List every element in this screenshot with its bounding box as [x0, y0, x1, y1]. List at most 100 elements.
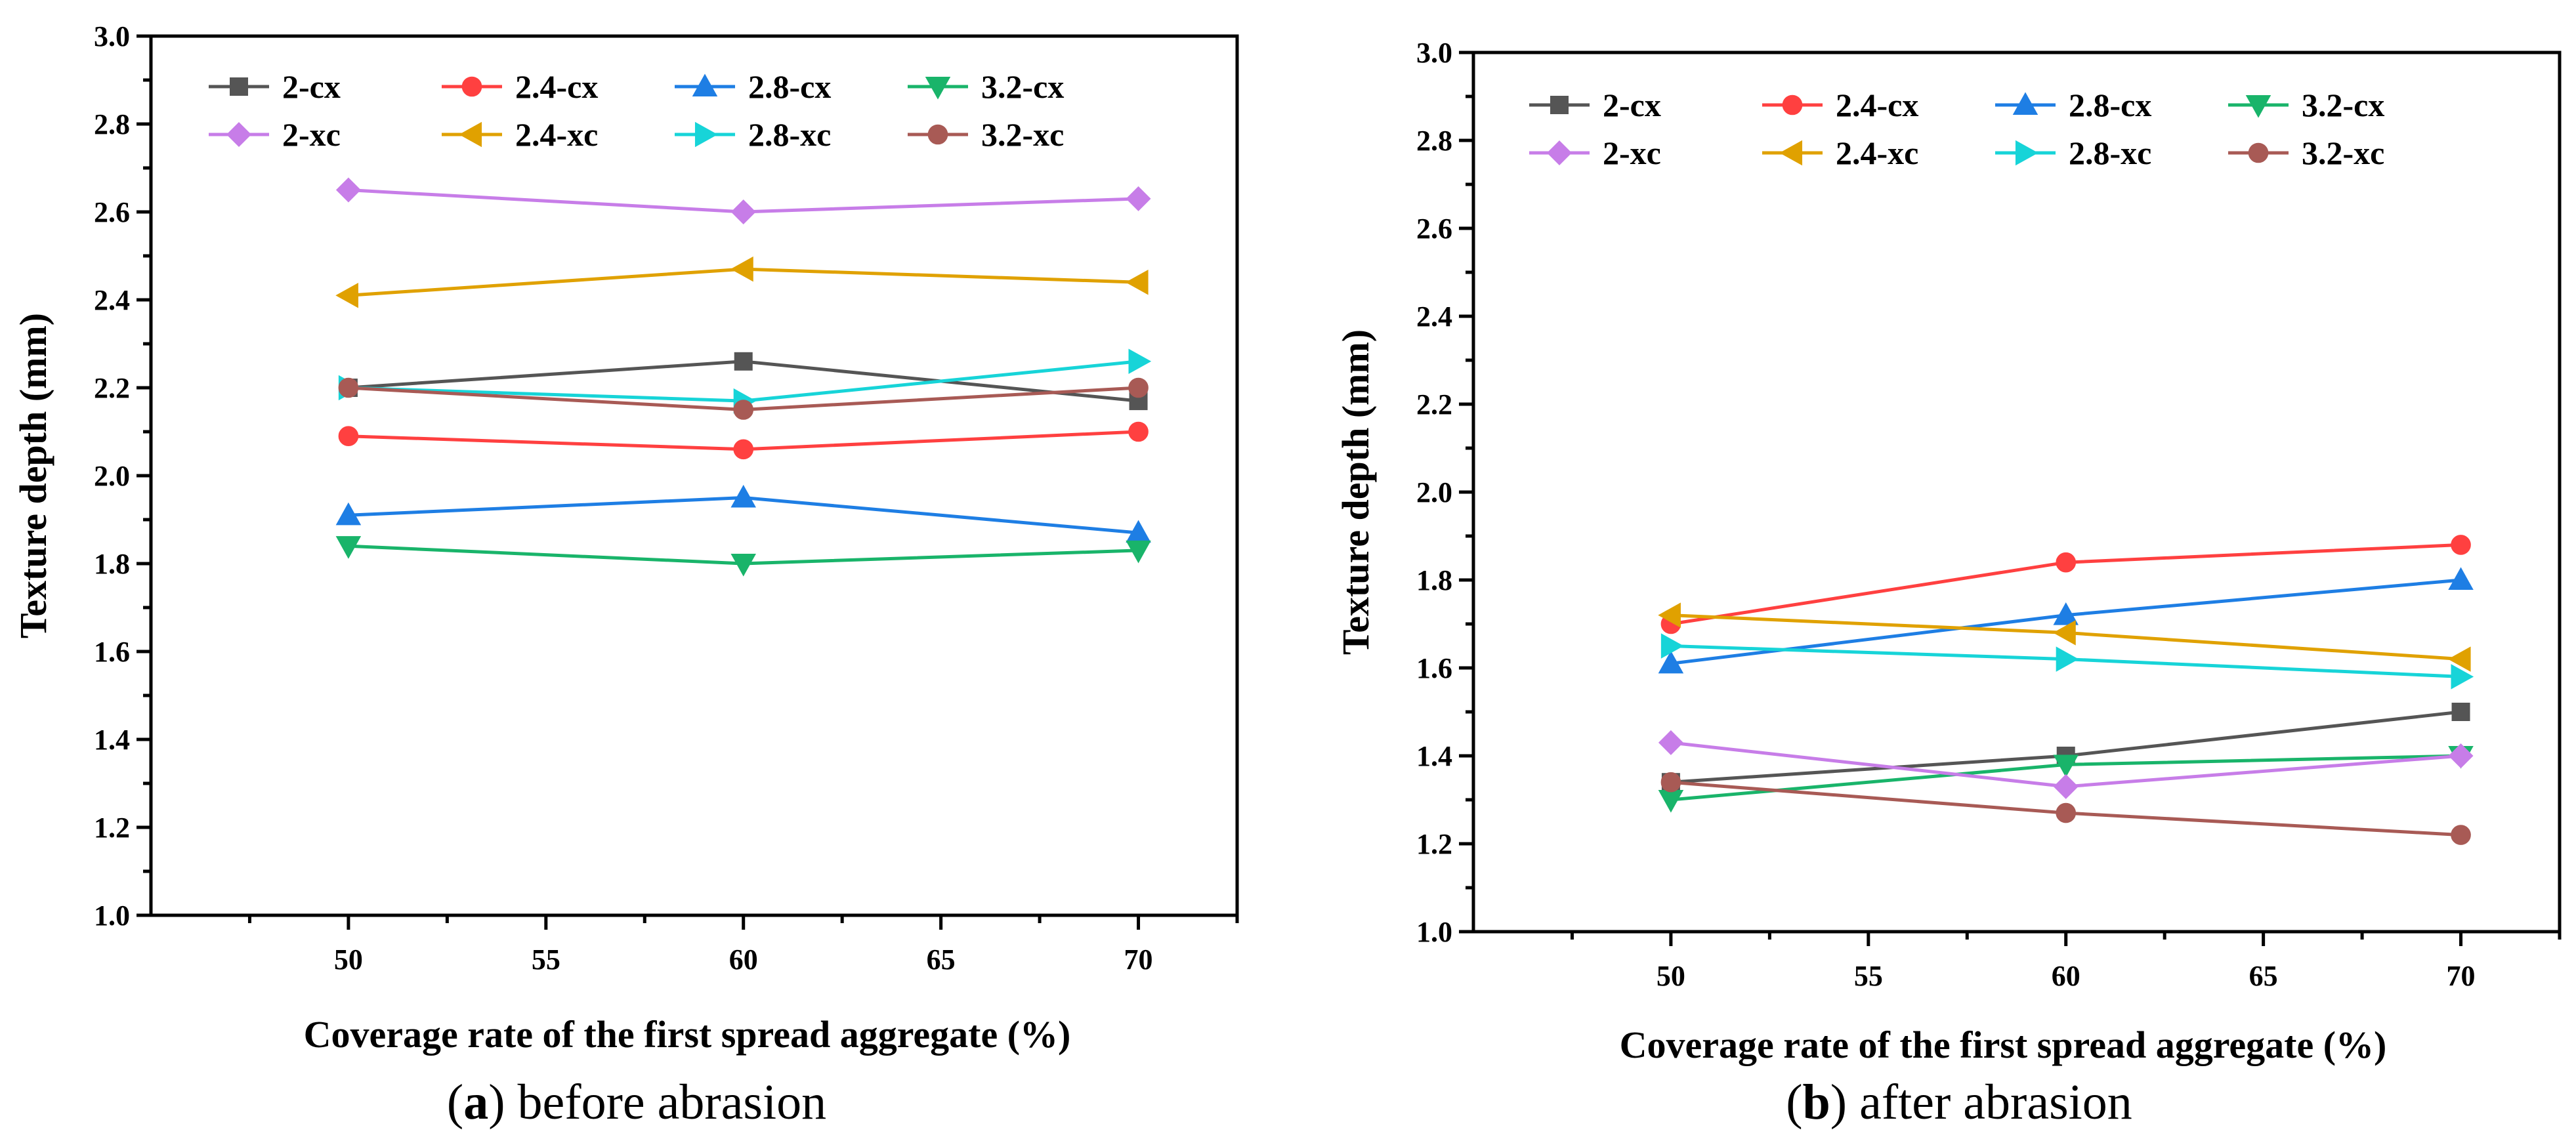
legend-marker [694, 121, 718, 148]
legend-marker [230, 77, 248, 96]
plot-frame [149, 34, 1239, 917]
data-point-2.8-xc [2451, 664, 2474, 690]
legend-entry-2.8-xc: 2.8-xc [1995, 135, 2151, 171]
data-point-3.2-cx [335, 536, 362, 559]
caption-close-paren: ) [488, 1075, 505, 1130]
y-tick-label: 1.8 [1416, 564, 1452, 596]
data-point-2.8-cx [730, 484, 756, 508]
data-point-2.8-cx [2053, 602, 2079, 625]
x-axis-title: Coverage rate of the first spread aggreg… [1620, 1024, 2387, 1066]
y-tick-label: 1.0 [1416, 916, 1452, 948]
legend-label: 2.8-cx [748, 68, 831, 105]
legend-marker [927, 124, 948, 145]
y-tick-label: 2.8 [1416, 125, 1452, 157]
caption-text: after abrasion [1847, 1075, 2132, 1130]
legend-label: 3.2-xc [2302, 135, 2384, 171]
legend-entry-2-cx: 2-cx [209, 68, 341, 105]
y-tick-label: 2.8 [94, 108, 130, 140]
y-tick-label: 3.0 [94, 20, 130, 52]
y-tick-label: 1.4 [1416, 740, 1452, 772]
y-axis-title: Texture depth (mm) [12, 313, 54, 638]
legend-entry-2-xc: 2-xc [209, 116, 341, 153]
y-tick-label: 2.0 [1416, 476, 1452, 508]
data-point-2.4-cx [338, 426, 359, 447]
caption-text: before abrasion [505, 1075, 827, 1130]
y-tick-label: 1.8 [94, 548, 130, 580]
caption-letter: a [463, 1075, 488, 1130]
y-tick-label: 1.2 [94, 812, 130, 844]
legend-entry-2-xc: 2-xc [1529, 135, 1661, 171]
data-point-2.4-xc [2447, 646, 2471, 672]
y-tick-label: 2.2 [1416, 388, 1452, 421]
legend-label: 3.2-xc [981, 116, 1064, 153]
data-point-2.4-cx [1128, 421, 1149, 442]
legend-entry-2.8-cx: 2.8-cx [1995, 87, 2151, 123]
legend-label: 3.2-cx [981, 68, 1064, 105]
data-point-3.2-xc [2451, 825, 2471, 845]
y-tick-label: 2.6 [1416, 213, 1452, 245]
panel-caption: (a) before abrasion [447, 1075, 826, 1130]
series-2.4-cx [1660, 535, 2471, 634]
y-tick-label: 2.0 [94, 460, 130, 492]
data-point-2.4-xc [2053, 620, 2076, 646]
legend-label: 2-cx [282, 68, 341, 105]
legend-marker [925, 76, 951, 100]
legend-marker [2245, 94, 2271, 118]
data-point-2.4-cx [733, 439, 754, 460]
legend-label: 2.4-xc [515, 116, 598, 153]
legend-entry-2.4-cx: 2.4-cx [1762, 87, 1918, 123]
y-tick-label: 1.6 [94, 636, 130, 668]
legend-label: 2.8-xc [748, 116, 831, 153]
legend-entry-3.2-cx: 3.2-cx [908, 68, 1064, 105]
y-axis-title: Texture depth (mm) [1334, 329, 1377, 655]
data-point-2.4-cx [2056, 552, 2077, 573]
series-2.8-cx [1658, 567, 2474, 674]
series-2.8-cx [335, 484, 1151, 543]
series-3.2-xc [338, 377, 1149, 420]
panel-a-before-abrasion: 1.0 1.2 1.4 1.6 1.8 2.0 2.2 2.4 2.6 2.8 3.0 50 55 60 6… [12, 20, 1239, 1130]
data-point-2.4-xc [730, 256, 753, 282]
data-point-3.2-cx [2053, 755, 2079, 778]
legend-label: 2.8-cx [2069, 87, 2151, 123]
data-point-3.2-xc [338, 377, 359, 398]
legend-entry-2.4-xc: 2.4-xc [442, 116, 598, 153]
data-point-2-xc [1126, 186, 1151, 211]
legend-marker [2012, 92, 2038, 115]
legend-marker [2248, 142, 2269, 163]
y-tick-label: 1.2 [1416, 828, 1452, 860]
x-tick-label: 55 [1854, 960, 1883, 992]
data-point-2.4-xc [1658, 602, 1681, 628]
legend-label: 2.4-cx [515, 68, 598, 105]
data-point-2.8-xc [1660, 633, 1684, 659]
legend-marker [2015, 140, 2038, 166]
data-point-2-xc [2448, 743, 2474, 768]
data-point-3.2-xc [1660, 772, 1681, 793]
legend-marker [226, 122, 251, 147]
legend-marker [459, 121, 482, 148]
legend-marker [1547, 140, 1572, 165]
series-3.2-cx [335, 536, 1151, 577]
legend-marker [1779, 140, 1803, 166]
legend-entry-3.2-xc: 3.2-xc [908, 116, 1064, 153]
legend-entry-2.4-xc: 2.4-xc [1762, 135, 1918, 171]
panel-caption: (b) after abrasion [1786, 1075, 2132, 1130]
legend-label: 2-xc [1603, 135, 1661, 171]
legend-label: 2-cx [1603, 87, 1661, 123]
caption-open-paren: ( [1786, 1075, 1802, 1130]
data-point-3.2-cx [730, 553, 756, 577]
series-2.4-xc [335, 256, 1149, 308]
caption-close-paren: ) [1830, 1075, 1847, 1130]
y-tick-label: 1.4 [94, 724, 130, 756]
data-point-2-xc [1658, 730, 1683, 755]
x-tick-label: 65 [2249, 960, 2278, 992]
data-point-2-cx [734, 352, 753, 371]
x-tick-label: 60 [729, 943, 758, 976]
data-point-2-cx [2451, 703, 2470, 721]
legend-marker [461, 76, 482, 97]
data-point-2.8-cx [2448, 567, 2474, 590]
x-tick-label: 60 [2052, 960, 2080, 992]
y-tick-label: 2.4 [1416, 300, 1452, 333]
data-point-3.2-xc [1128, 377, 1149, 398]
legend-label: 2.4-xc [1836, 135, 1918, 171]
